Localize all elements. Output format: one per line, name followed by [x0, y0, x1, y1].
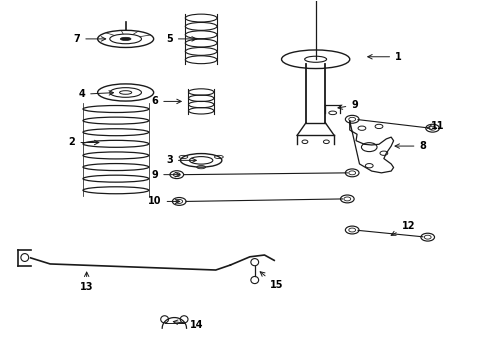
Text: 5: 5	[166, 34, 196, 44]
Text: 7: 7	[74, 34, 106, 44]
Text: 9: 9	[151, 170, 180, 180]
Text: 13: 13	[80, 272, 94, 292]
Text: 3: 3	[166, 156, 196, 165]
Text: 9: 9	[338, 100, 358, 110]
Text: 14: 14	[173, 320, 203, 330]
Text: 11: 11	[427, 121, 444, 131]
Text: 10: 10	[148, 197, 180, 206]
Text: 6: 6	[151, 96, 181, 107]
Ellipse shape	[120, 37, 131, 41]
Text: 1: 1	[368, 52, 402, 62]
Text: 8: 8	[395, 141, 426, 151]
Text: 4: 4	[78, 89, 114, 99]
Text: 15: 15	[260, 272, 283, 291]
Text: 2: 2	[69, 138, 99, 148]
Text: 12: 12	[391, 221, 415, 235]
